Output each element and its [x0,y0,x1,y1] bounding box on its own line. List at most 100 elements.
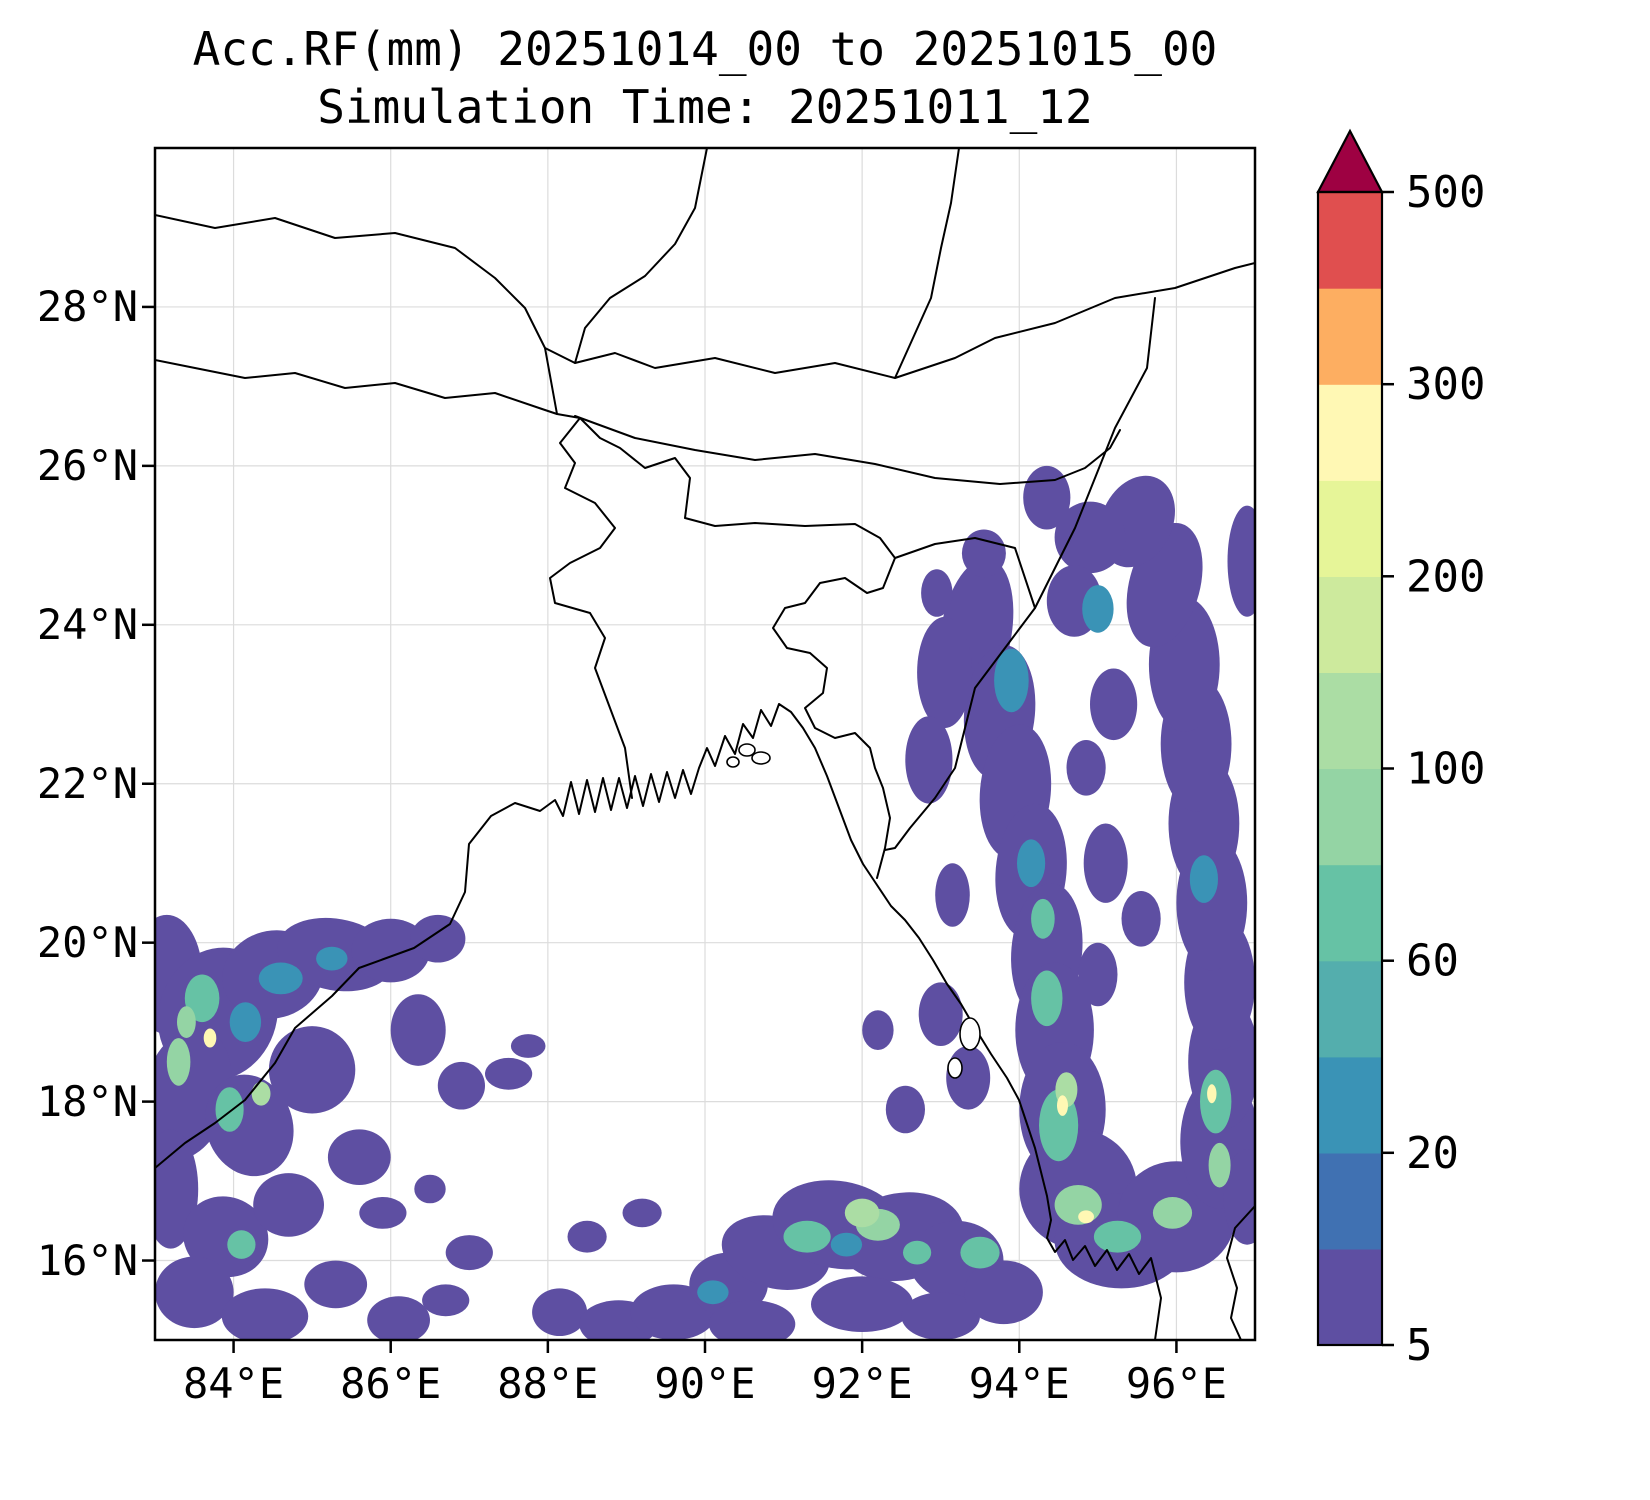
precip-blob [918,982,963,1046]
coastlines-borders [155,148,1255,1340]
precip-blob [258,962,303,995]
plot-frame [153,146,1257,1342]
colorbar-segment [1318,480,1382,577]
precip-blob [1223,1149,1255,1245]
precip-blob [445,1235,493,1271]
himalaya-north-border [155,214,1255,379]
precip-blob [1054,501,1126,574]
precip-blob [414,1174,446,1204]
precip-blob [437,1061,485,1110]
precip-blob [1083,823,1128,903]
colorbar-segment [1318,1152,1382,1250]
colorbar-over-arrow [1316,128,1384,194]
precip-blob [215,1087,244,1132]
precip-blob [567,1220,607,1253]
y-tick-label: 16°N [36,1235,138,1285]
colorbar-segment [1318,864,1382,962]
x-tick-label: 86°E [340,1359,442,1408]
precip-blob [917,616,973,729]
colorbar-tick-label: 200 [1406,551,1485,602]
assam-border [574,415,1121,485]
bhutan-west-border [574,148,708,364]
precip-blob [1208,1142,1231,1188]
precip-blob [960,1236,1000,1269]
estuary-island-3 [726,756,740,768]
precip-blob [422,1284,470,1317]
precip-blob [1031,970,1063,1027]
precip-blob [994,648,1029,713]
precip-blob [1039,1089,1079,1162]
precip-blob [622,1198,662,1228]
precip-blob [253,1173,324,1237]
precip-blob [1078,942,1118,1007]
y-tick-label: 28°N [36,281,138,331]
colorbar-segment [1318,192,1382,289]
precip-blob [844,1198,880,1228]
precip-field [155,465,1255,1340]
precip-blob [905,716,953,804]
precip-blob [1200,1069,1232,1134]
precip-blob [1090,668,1138,741]
precip-blob [1031,898,1055,939]
chart-header: Acc.RF(mm) 20251014_00 to 20251015_00 Si… [155,20,1255,136]
precip-blob [1023,465,1071,530]
y-tick-label: 18°N [36,1076,138,1126]
y-tick-label: 20°N [36,917,138,967]
precip-blob [327,1129,391,1185]
y-tick-label: 24°N [36,599,138,649]
ramree-island [959,1017,981,1051]
colorbar-segment [1318,576,1382,673]
precip-blob [1054,1185,1102,1225]
bhutan-east-border [894,148,960,379]
colorbar-tick-label: 500 [1406,167,1485,218]
precip-blob [1057,1095,1068,1116]
india-myanmar-border [884,297,1156,851]
precip-blob [697,1280,729,1305]
precip-blob [1093,1220,1142,1253]
colorbar-segment [1318,768,1382,866]
precip-blob [964,1260,1043,1325]
precip-blob [251,1081,271,1106]
y-tick-label: 22°N [36,758,138,808]
precip-blob [903,1240,932,1265]
precip-blob [227,1230,256,1259]
map-plot [142,146,1257,1353]
x-tick-label: 94°E [968,1359,1070,1408]
precip-blob [532,1288,588,1336]
precip-blob [485,1057,533,1090]
precip-blob [708,1300,796,1340]
precip-blob [155,1256,234,1329]
precip-blob [221,1288,309,1340]
bangladesh-border [549,417,896,879]
colorbar-segment [1318,384,1382,481]
precip-blob [961,529,1006,578]
estuary-island-2 [751,751,771,765]
colorbar-segment [1318,960,1382,1058]
precip-blob [1121,891,1161,947]
precip-blob [1152,1197,1193,1229]
x-tick-label: 84°E [182,1359,285,1408]
x-tick-label: 92°E [811,1359,913,1408]
precip-blob [351,918,430,983]
nepal-south-border [155,359,581,419]
precip-blob [783,1220,831,1253]
x-tick-label: 88°E [497,1359,599,1408]
precip-blob [885,1085,926,1134]
precip-blob [268,1026,356,1114]
precip-blob [1227,505,1255,617]
precip-blob [901,1292,980,1340]
sikkim-border [544,347,558,415]
colorbar-tick-label: 300 [1406,359,1485,410]
estuary-island-1 [738,743,756,757]
colorbar-tick-label: 60 [1406,936,1459,987]
precip-blob [935,863,970,927]
precip-blob [367,1296,430,1340]
precip-blob [1017,839,1046,887]
cheduba-island [947,1057,963,1079]
precip-blob [304,1260,368,1309]
colorbar-segment [1318,1248,1382,1346]
precip-blob [811,1276,914,1332]
precip-blob [184,974,220,1023]
precip-blob [1066,740,1106,796]
